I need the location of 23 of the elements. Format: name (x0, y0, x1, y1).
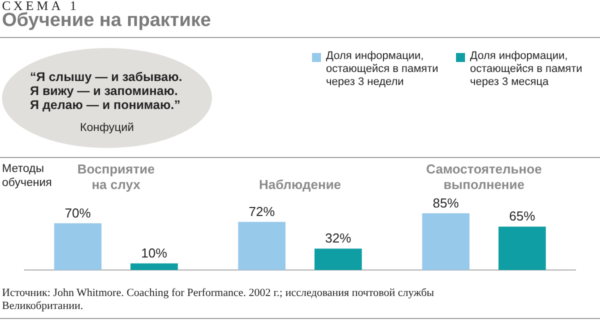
data-label: 72% (248, 204, 276, 219)
x-axis-title: Методы обучения (2, 162, 53, 190)
x-tick-label: Самостоятельное выполнение (426, 161, 542, 192)
data-label: 70% (64, 205, 92, 220)
legend-label: Доля информации, остающейся в памяти через 3 недели (326, 50, 440, 89)
text: Источник: John Whitmore. Coaching for Performance. 2002 г.; исследования почтовой службы Великобритании. (2, 287, 436, 313)
bar (54, 223, 102, 270)
data-label: 65% (509, 208, 536, 224)
text: “Я слышу — и забываю. Я вижу — и запоминаю. Я делаю — и понимаю.” (30, 70, 182, 112)
x-tick-label: Наблюдение (258, 176, 342, 192)
data-label: 10% (141, 245, 168, 260)
text: СХЕМА 1 (2, 0, 80, 13)
x-tick-label: Восприятие на слух (77, 161, 155, 192)
text: Конфуций (80, 122, 134, 134)
bar (130, 263, 178, 270)
bar (498, 226, 546, 270)
bar (422, 213, 470, 270)
data-label: 32% (325, 230, 352, 246)
bar (238, 222, 286, 270)
chart-title: Обучение на практике (2, 10, 211, 32)
bar (314, 248, 362, 270)
legend-label: Доля информации, остающейся в памяти через 3 месяца (470, 50, 584, 89)
data-label: 85% (432, 195, 460, 210)
